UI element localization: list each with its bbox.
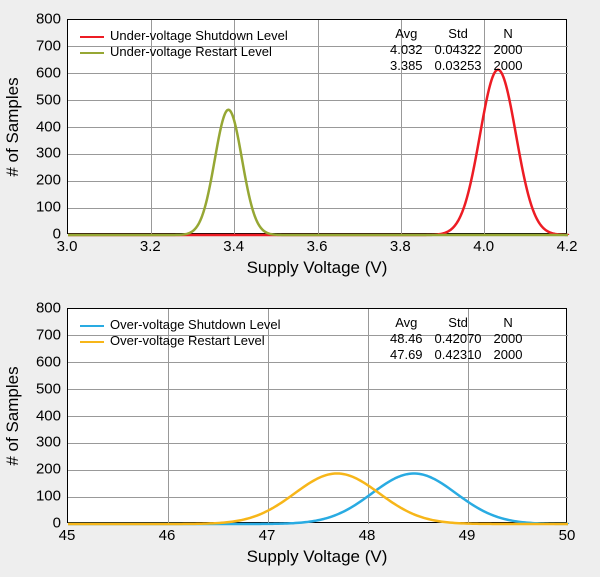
y-tick-label: 600 bbox=[27, 64, 61, 81]
y-axis-label: # of Samples bbox=[3, 366, 23, 465]
x-tick-label: 50 bbox=[559, 527, 576, 544]
stats-cell: 2000 bbox=[488, 58, 529, 74]
y-tick-label: 700 bbox=[27, 326, 61, 343]
gridline-h bbox=[68, 154, 568, 155]
y-tick-label: 800 bbox=[27, 11, 61, 28]
x-tick-label: 3.2 bbox=[140, 238, 161, 255]
chart-under-voltage: Under-voltage Shutdown LevelUnder-voltag… bbox=[67, 19, 567, 234]
legend-item: Over-voltage Shutdown Level bbox=[80, 317, 281, 333]
stats-cell: 2000 bbox=[488, 42, 529, 58]
legend-swatch bbox=[80, 52, 104, 54]
stats-row: 47.690.423102000 bbox=[384, 347, 528, 363]
legend: Under-voltage Shutdown LevelUnder-voltag… bbox=[80, 28, 288, 60]
series-curve bbox=[68, 473, 568, 524]
stats-table: AvgStdN4.0320.0432220003.3850.032532000 bbox=[384, 26, 528, 74]
stats-header: Avg bbox=[384, 315, 429, 331]
stats-cell: 0.42310 bbox=[429, 347, 488, 363]
x-tick-label: 4.0 bbox=[473, 238, 494, 255]
x-tick-label: 3.6 bbox=[307, 238, 328, 255]
stats-block: AvgStdN4.0320.0432220003.3850.032532000 bbox=[384, 26, 528, 74]
gridline-h bbox=[68, 497, 568, 498]
gridline-h bbox=[68, 416, 568, 417]
x-tick-label: 49 bbox=[459, 527, 476, 544]
y-tick-label: 600 bbox=[27, 353, 61, 370]
stats-header: N bbox=[488, 26, 529, 42]
y-tick-label: 700 bbox=[27, 37, 61, 54]
stats-header: N bbox=[488, 315, 529, 331]
gridline-h bbox=[68, 100, 568, 101]
stats-cell: 0.03253 bbox=[429, 58, 488, 74]
stats-header: Std bbox=[429, 315, 488, 331]
page: Under-voltage Shutdown LevelUnder-voltag… bbox=[0, 0, 600, 577]
legend-item: Over-voltage Restart Level bbox=[80, 333, 281, 349]
stats-cell: 48.46 bbox=[384, 331, 429, 347]
legend-label: Over-voltage Restart Level bbox=[110, 333, 265, 348]
gridline-h bbox=[68, 208, 568, 209]
stats-cell: 0.42070 bbox=[429, 331, 488, 347]
stats-cell: 3.385 bbox=[384, 58, 429, 74]
y-tick-label: 400 bbox=[27, 407, 61, 424]
stats-cell: 2000 bbox=[488, 347, 529, 363]
legend-item: Under-voltage Shutdown Level bbox=[80, 28, 288, 44]
x-tick-label: 48 bbox=[359, 527, 376, 544]
x-tick-label: 45 bbox=[59, 527, 76, 544]
legend-swatch bbox=[80, 325, 104, 327]
stats-cell: 47.69 bbox=[384, 347, 429, 363]
y-tick-label: 800 bbox=[27, 300, 61, 317]
stats-header: Std bbox=[429, 26, 488, 42]
stats-row: 3.3850.032532000 bbox=[384, 58, 528, 74]
legend-swatch bbox=[80, 36, 104, 38]
stats-block: AvgStdN48.460.42070200047.690.423102000 bbox=[384, 315, 528, 363]
legend-label: Under-voltage Restart Level bbox=[110, 44, 272, 59]
legend-item: Under-voltage Restart Level bbox=[80, 44, 288, 60]
stats-cell: 2000 bbox=[488, 331, 529, 347]
gridline-h bbox=[68, 443, 568, 444]
gridline-h bbox=[68, 181, 568, 182]
stats-row: 48.460.420702000 bbox=[384, 331, 528, 347]
y-tick-label: 400 bbox=[27, 118, 61, 135]
y-axis-label: # of Samples bbox=[3, 77, 23, 176]
y-tick-label: 500 bbox=[27, 91, 61, 108]
series-curve bbox=[68, 473, 568, 524]
y-tick-label: 300 bbox=[27, 434, 61, 451]
x-tick-label: 3.8 bbox=[390, 238, 411, 255]
stats-cell: 4.032 bbox=[384, 42, 429, 58]
y-tick-label: 100 bbox=[27, 488, 61, 505]
stats-header: Avg bbox=[384, 26, 429, 42]
y-tick-label: 0 bbox=[27, 515, 61, 532]
x-axis-label: Supply Voltage (V) bbox=[247, 547, 388, 567]
x-tick-label: 47 bbox=[259, 527, 276, 544]
x-tick-label: 4.2 bbox=[557, 238, 578, 255]
stats-cell: 0.04322 bbox=[429, 42, 488, 58]
y-tick-label: 200 bbox=[27, 461, 61, 478]
y-tick-label: 300 bbox=[27, 145, 61, 162]
gridline-h bbox=[68, 389, 568, 390]
x-tick-label: 46 bbox=[159, 527, 176, 544]
legend-label: Over-voltage Shutdown Level bbox=[110, 317, 281, 332]
y-tick-label: 200 bbox=[27, 172, 61, 189]
y-tick-label: 100 bbox=[27, 199, 61, 216]
legend: Over-voltage Shutdown LevelOver-voltage … bbox=[80, 317, 281, 349]
legend-swatch bbox=[80, 341, 104, 343]
legend-label: Under-voltage Shutdown Level bbox=[110, 28, 288, 43]
x-axis-label: Supply Voltage (V) bbox=[247, 258, 388, 278]
y-tick-label: 0 bbox=[27, 226, 61, 243]
stats-table: AvgStdN48.460.42070200047.690.423102000 bbox=[384, 315, 528, 363]
x-tick-label: 3.4 bbox=[223, 238, 244, 255]
stats-row: 4.0320.043222000 bbox=[384, 42, 528, 58]
gridline-h bbox=[68, 127, 568, 128]
chart-over-voltage: Over-voltage Shutdown LevelOver-voltage … bbox=[67, 308, 567, 523]
y-tick-label: 500 bbox=[27, 380, 61, 397]
gridline-h bbox=[68, 470, 568, 471]
